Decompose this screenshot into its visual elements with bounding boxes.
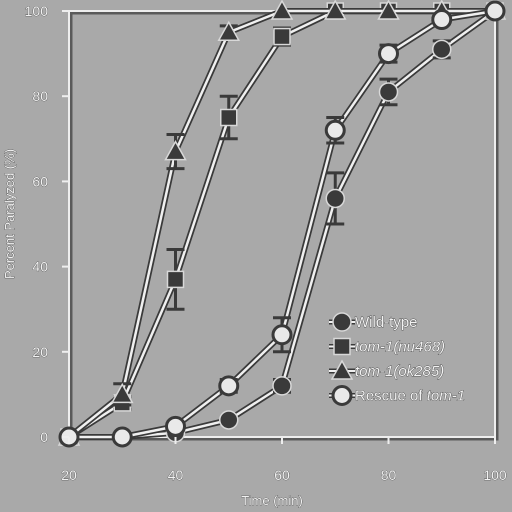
- series-2-point-2: [164, 140, 187, 161]
- series-1-point-4: [273, 27, 291, 46]
- series-3-point-7: [431, 9, 453, 31]
- y-tick-label-40: 40: [32, 259, 48, 275]
- legend-label-prefix-3: Rescue of: [355, 388, 427, 405]
- x-axis-title: Time (min): [241, 493, 303, 508]
- series-2-point-1: [110, 382, 134, 404]
- legend-label-italic-2: tom-1(ok285): [355, 363, 444, 380]
- series-3-point-3: [218, 375, 240, 397]
- legend-label-0: Wild-type: [355, 314, 418, 331]
- y-tick-label-60: 60: [32, 173, 48, 189]
- legend-item-1: tom-1(nu468): [329, 337, 445, 356]
- legend-item-0: Wild-type: [329, 312, 418, 332]
- series-0-point-7: [432, 39, 452, 60]
- series-3-point-4: [271, 324, 293, 346]
- series-0-point-5: [325, 188, 345, 209]
- legend-marker-0: [332, 312, 352, 332]
- series-0-point-3: [219, 410, 239, 430]
- x-tick-label-20: 20: [61, 467, 77, 483]
- y-tick-label-20: 20: [32, 344, 48, 360]
- series-3-point-6: [378, 43, 399, 65]
- series-0-point-6: [378, 82, 399, 102]
- legend-item-3: Rescue of tom-1: [329, 385, 465, 406]
- legend-label-italic-3: tom-1: [427, 388, 465, 405]
- x-tick-label-40: 40: [168, 467, 184, 483]
- series-3: [58, 0, 506, 448]
- y-tick-label-80: 80: [32, 88, 48, 104]
- x-tick-label-60: 60: [274, 467, 290, 483]
- legend-label-italic-1: tom-1(nu468): [355, 339, 445, 356]
- legend-marker-3: [331, 385, 353, 406]
- series-0-point-4: [272, 376, 292, 396]
- legend-marker-2: [330, 359, 354, 380]
- series-3-point-1: [111, 426, 133, 448]
- series-1-point-2: [166, 270, 185, 289]
- series-2-point-6: [377, 0, 400, 20]
- axes-layer: 20 40 60 80 100 0 20 40 60 80 100: [24, 3, 507, 484]
- legend-label-3: Rescue of tom-1: [355, 388, 465, 405]
- series-3-point-2: [165, 415, 186, 437]
- series-2-point-4: [270, 0, 294, 20]
- y-tick-label-0: 0: [40, 429, 48, 445]
- y-tick-label-100: 100: [25, 3, 49, 19]
- series-2-point-5: [323, 0, 347, 20]
- series-3-point-8: [484, 0, 506, 22]
- legend-item-2: tom-1(ok285): [329, 359, 445, 380]
- legend-label-1: tom-1(nu468): [355, 339, 445, 356]
- series-2-point-3: [217, 20, 241, 42]
- legend-label-suffix-0: Wild-type: [355, 314, 418, 331]
- y-axis-title: Percent Paralyzed (%): [2, 149, 17, 279]
- x-tick-label-100: 100: [483, 467, 507, 483]
- series-3-point-5: [324, 119, 346, 141]
- legend-marker-1: [333, 337, 351, 356]
- legend: Wild-type tom-1(nu468) tom-1(ok285) Rescue …: [329, 312, 465, 406]
- x-tick-label-80: 80: [381, 467, 397, 483]
- series-1-point-3: [220, 108, 238, 127]
- legend-label-2: tom-1(ok285): [355, 363, 444, 380]
